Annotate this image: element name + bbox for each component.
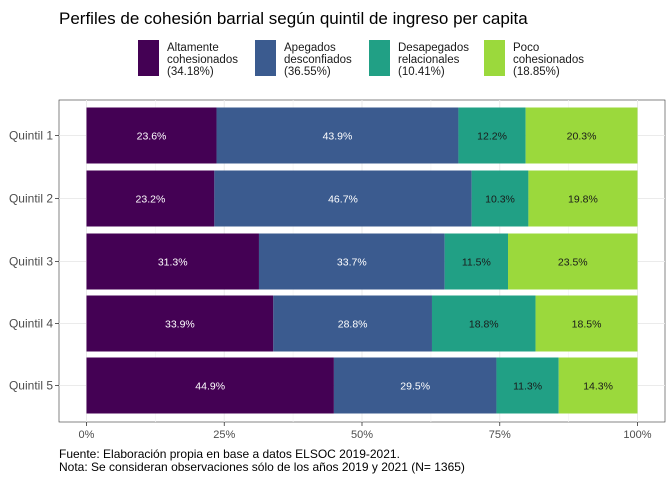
y-tick-label: Quintil 5 <box>9 379 53 393</box>
bar-data-label: 31.3% <box>158 257 188 269</box>
bar-data-label: 23.2% <box>136 194 166 206</box>
bar-data-label: 23.6% <box>137 131 167 143</box>
bar-data-label: 23.5% <box>558 257 588 269</box>
bar-data-label: 14.3% <box>583 381 613 393</box>
legend: Altamentecohesionados(34.18%)Apegadosdes… <box>138 40 584 78</box>
bar-data-label: 10.3% <box>485 194 515 206</box>
bar-segment <box>258 233 445 290</box>
bar-data-label: 18.5% <box>572 319 602 331</box>
bar-segment <box>216 107 459 164</box>
bar-data-label: 33.7% <box>337 257 367 269</box>
legend-key <box>255 40 276 76</box>
caption-note: Nota: Se consideran observaciones sólo d… <box>59 460 465 474</box>
legend-label: desconfiados <box>284 54 352 66</box>
bar-segment <box>444 233 509 290</box>
legend-label: Apegados <box>284 42 336 54</box>
bar-segment <box>525 107 638 164</box>
legend-key <box>138 40 159 76</box>
legend-label: (10.41%) <box>398 66 445 78</box>
legend-label: cohesionados <box>513 54 584 66</box>
bars <box>86 107 638 414</box>
bar-segment <box>535 295 638 352</box>
legend-label: (34.18%) <box>167 66 214 78</box>
x-tick-label: 100% <box>623 429 651 441</box>
bar-segment <box>86 233 259 290</box>
legend-label: Altamente <box>167 42 219 54</box>
bar-data-label: 18.8% <box>469 319 499 331</box>
bar-segment <box>496 357 559 414</box>
bar-segment <box>333 357 497 414</box>
bar-segment <box>471 170 529 227</box>
y-axis: Quintil 1 Quintil 2 Quintil 3 Quintil 4 Quin… <box>9 129 59 393</box>
bar-labels: 23.6% 43.9% 12.2% 20.3% 23.2% 46.7% 10.3% 19.8%… <box>136 131 613 393</box>
legend-label: (18.85%) <box>513 66 560 78</box>
y-tick-label: Quintil 4 <box>9 317 53 331</box>
bar-segment <box>214 170 472 227</box>
y-tick-label: Quintil 3 <box>9 255 53 269</box>
bar-segment <box>558 357 638 414</box>
bar-data-label: 12.2% <box>477 131 507 143</box>
y-tick-label: Quintil 1 <box>9 129 53 143</box>
bar-segment <box>273 295 432 352</box>
bar-segment <box>458 107 526 164</box>
bar-data-label: 44.9% <box>195 381 225 393</box>
bar-data-label: 11.3% <box>513 381 542 393</box>
bar-data-label: 20.3% <box>567 131 597 143</box>
bar-data-label: 46.7% <box>328 194 358 206</box>
bar-segment <box>86 107 217 164</box>
bar-data-label: 11.5% <box>462 257 491 269</box>
bar-segment <box>431 295 536 352</box>
bar-segment <box>86 170 215 227</box>
legend-key <box>484 40 505 76</box>
legend-key <box>369 40 390 76</box>
x-tick-label: 0% <box>79 429 95 441</box>
bar-segment <box>86 357 334 414</box>
y-tick-label: Quintil 2 <box>9 192 53 206</box>
bar-segment <box>508 233 638 290</box>
x-axis: 0% 25% 50% 75% 100% <box>79 422 652 441</box>
x-tick-label: 75% <box>489 429 511 441</box>
bar-data-label: 29.5% <box>400 381 430 393</box>
bar-data-label: 28.8% <box>338 319 368 331</box>
bar-data-label: 43.9% <box>323 131 353 143</box>
legend-label: (36.55%) <box>284 66 331 78</box>
bar-data-label: 33.9% <box>165 319 195 331</box>
caption-source: Fuente: Elaboración propia en base a dat… <box>59 447 400 461</box>
bar-segment <box>528 170 638 227</box>
x-tick-label: 50% <box>351 429 373 441</box>
legend-label: relacionales <box>398 54 460 66</box>
legend-label: Poco <box>513 42 539 54</box>
x-tick-label: 25% <box>213 429 235 441</box>
chart-title: Perfiles de cohesión barrial según quint… <box>59 9 528 28</box>
legend-label: Desapegados <box>398 42 469 54</box>
plot-area: 23.6% 43.9% 12.2% 20.3% 23.2% 46.7% 10.3% 19.8%… <box>58 99 666 423</box>
bar-data-label: 19.8% <box>568 194 598 206</box>
legend-label: cohesionados <box>167 54 238 66</box>
bar-segment <box>86 295 274 352</box>
